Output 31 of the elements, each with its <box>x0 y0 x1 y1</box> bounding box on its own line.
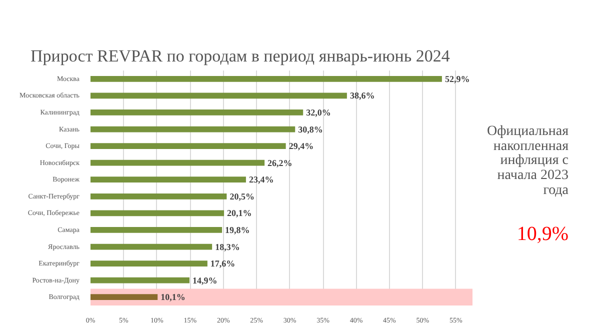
data-label: 14,9% <box>192 275 218 286</box>
bar <box>90 227 222 233</box>
data-label: 19,8% <box>225 224 250 235</box>
bar <box>90 193 227 200</box>
data-label: 17,6% <box>210 258 236 269</box>
data-label: 38,6% <box>350 90 375 101</box>
bar <box>90 277 190 284</box>
bar <box>90 210 224 216</box>
bar <box>90 294 158 300</box>
data-label: 23,4% <box>248 174 274 185</box>
data-label: 29,4% <box>288 141 314 152</box>
bar <box>90 260 208 266</box>
bar <box>90 143 286 149</box>
bar <box>90 160 265 166</box>
bar <box>90 110 304 116</box>
data-label: 52,9% <box>444 74 470 84</box>
data-label: 18,3% <box>215 242 240 252</box>
bar <box>90 126 296 132</box>
bar <box>90 176 246 183</box>
data-label: 26,2% <box>268 158 292 168</box>
bar <box>90 244 212 250</box>
text: Официальная накопленная инфляция с начала 2023 года <box>487 124 569 198</box>
bar <box>90 92 347 99</box>
chart-title: Прирост REVPAR по городам в период январь-июнь 2024 <box>30 46 450 66</box>
data-label: 32,0% <box>306 107 331 118</box>
data-label: 20,1% <box>227 208 252 218</box>
data-label: 20,5% <box>230 191 254 202</box>
text: 10,9% <box>516 222 569 248</box>
bar <box>90 76 442 82</box>
data-label: 30,8% <box>298 124 323 134</box>
data-label: 10,1% <box>160 292 186 302</box>
